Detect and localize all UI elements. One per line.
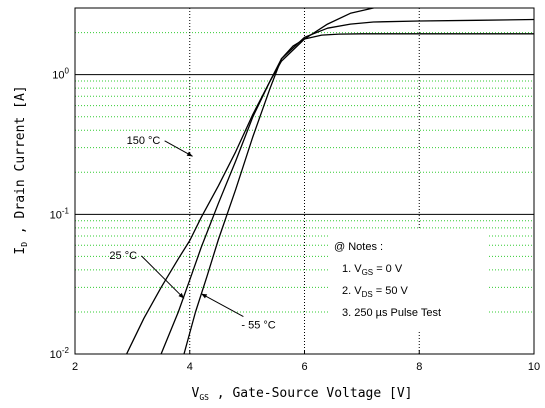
annotation-label-1: 25 °C: [109, 250, 137, 262]
x-axis-label-rest: , Gate-Source Voltage [V]: [209, 386, 413, 401]
y-tick-label-2: 100: [52, 67, 69, 82]
y-axis-label: ID , Drain Current [A]: [13, 85, 29, 254]
annotation-arrow-2: [200, 293, 244, 318]
y-tick-label-0: 10-2: [50, 346, 70, 361]
x-axis-label-sub: GS: [199, 393, 209, 402]
x-tick-label-0: 2: [72, 361, 78, 373]
x-axis-label-main: V: [192, 386, 200, 401]
annotation-label-2: - 55 °C: [241, 320, 275, 332]
annotation-layer: 150 °C 25 °C - 55 °C: [109, 135, 275, 332]
notes-title: @ Notes :: [334, 241, 383, 253]
notes-item-0: 1. VGS = 0 V: [342, 263, 403, 277]
x-tick-label-3: 8: [416, 361, 422, 373]
x-tick-label-2: 6: [301, 361, 307, 373]
annotation-arrowhead-1: [178, 292, 185, 299]
x-tick-label-1: 4: [187, 361, 193, 373]
y-axis-label-rest: , Drain Current [A]: [13, 85, 28, 242]
notes-box: [329, 230, 489, 330]
tick-layer: 2 4 6 8 10 10-2 10-1 100: [50, 67, 541, 373]
series-line-1: [160, 18, 534, 354]
series-line-2: [183, 33, 534, 354]
series-layer: [126, 8, 534, 354]
y-axis-label-main: I: [13, 247, 28, 255]
notes-layer: @ Notes : 1. VGS = 0 V 2. VDS = 50 V 3. 250…: [334, 241, 441, 319]
annotation-arrow-1: [141, 255, 185, 299]
annotation-label-0: 150 °C: [127, 135, 161, 147]
notes-item-2: 3. 250 µs Pulse Test: [342, 307, 441, 319]
notes-item-1: 2. VDS = 50 V: [342, 285, 409, 299]
y-tick-label-1: 10-1: [50, 206, 70, 221]
y-axis-label-sub: D: [20, 242, 29, 247]
annotation-arrowhead-2: [201, 293, 208, 299]
x-axis-label: VGS , Gate-Source Voltage [V]: [192, 386, 413, 402]
annotation-arrowhead-0: [186, 151, 193, 157]
x-tick-label-4: 10: [528, 361, 540, 373]
